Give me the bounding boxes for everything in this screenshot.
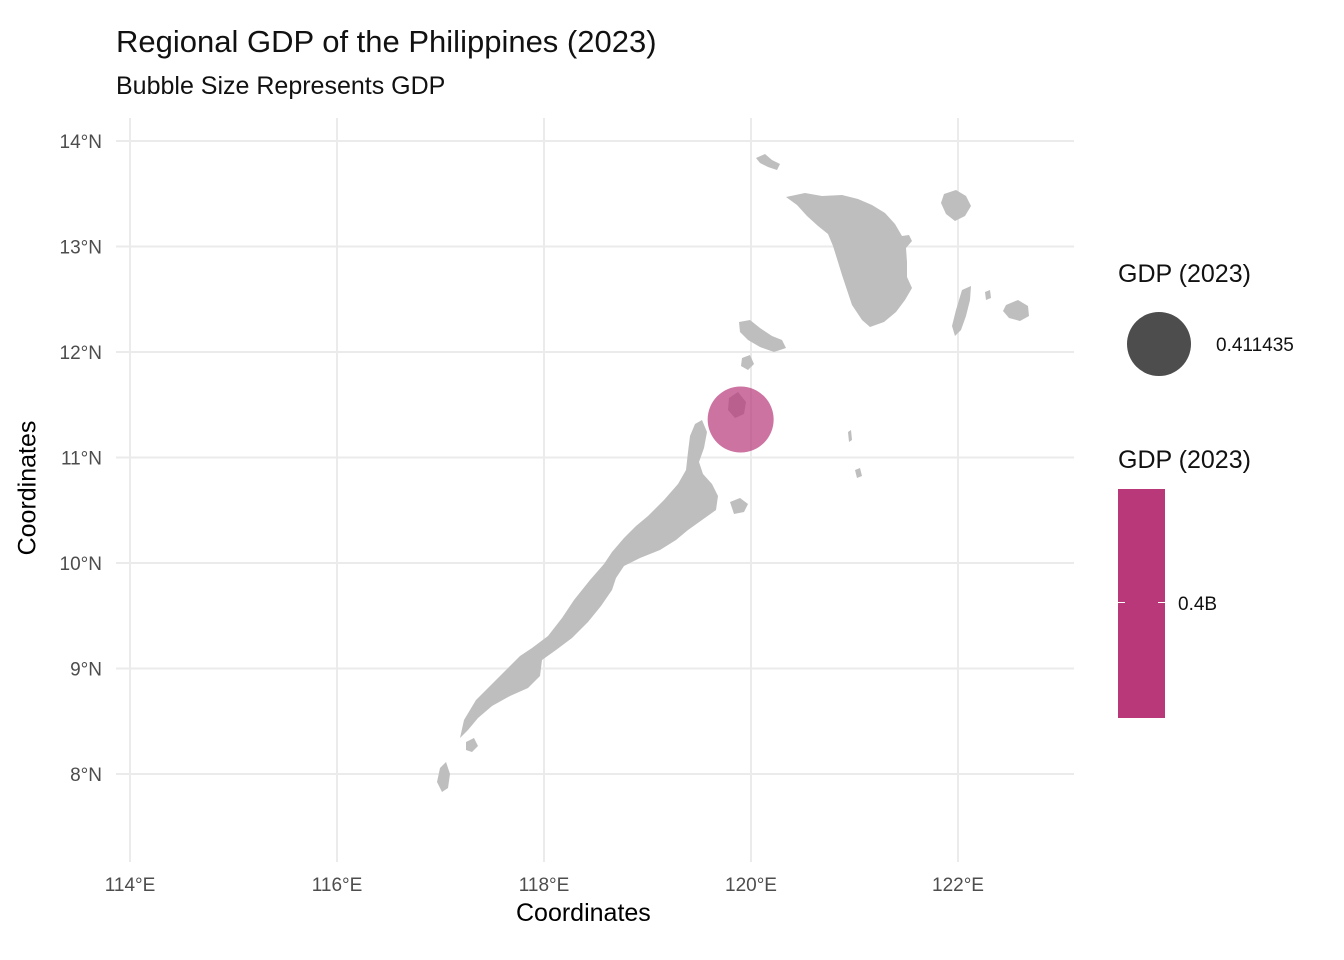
y-tick-label: 10°N: [60, 554, 102, 575]
chart-title: Regional GDP of the Philippines (2023): [116, 24, 657, 59]
y-tick-label: 13°N: [60, 238, 102, 259]
x-tick-label: 118°E: [519, 875, 570, 896]
color-legend-tick-left: [1118, 602, 1125, 603]
x-tick-label: 120°E: [725, 875, 777, 896]
island-tablas: [952, 286, 971, 336]
island-dumaran: [730, 498, 748, 514]
axis-labels: 114°E 116°E 118°E 120°E 122°E 8°N 9°N 10°N 11°N 1…: [60, 132, 984, 896]
island-calamian-south: [741, 355, 754, 370]
size-legend-key: [1127, 312, 1191, 376]
island-bugsuk: [466, 738, 478, 752]
island-palawan: [460, 420, 718, 738]
size-legend-title: GDP (2023): [1118, 260, 1251, 288]
island-small-north: [756, 154, 780, 170]
color-legend-label: 0.4B: [1178, 594, 1218, 615]
gdp-bubbles: [707, 386, 774, 453]
color-legend-tick-right: [1158, 602, 1165, 603]
x-tick-label: 122°E: [932, 875, 984, 896]
island-mindoro: [786, 193, 912, 327]
y-axis-label: Coordinates: [13, 420, 42, 556]
y-tick-label: 9°N: [70, 660, 102, 681]
x-axis-label: Coordinates: [516, 899, 651, 927]
land-polygons: [437, 154, 1029, 792]
y-tick-label: 11°N: [61, 449, 102, 470]
x-tick-label: 116°E: [312, 875, 363, 896]
island-small-romblon: [985, 290, 991, 300]
x-tick-label: 114°E: [105, 875, 156, 896]
island-small-cuyo: [855, 468, 862, 478]
island-busuanga: [739, 320, 786, 352]
y-tick-label: 12°N: [60, 343, 102, 364]
chart-subtitle: Bubble Size Represents GDP: [116, 72, 446, 100]
size-legend-circle: [1127, 312, 1191, 376]
gdp-bubble: [707, 386, 774, 453]
y-tick-label: 8°N: [70, 765, 102, 786]
island-balabac: [437, 762, 450, 792]
island-small-east: [848, 430, 852, 442]
y-tick-label: 14°N: [60, 132, 102, 153]
island-palawan-north-tip: [688, 452, 696, 466]
size-legend-label: 0.411435: [1216, 335, 1294, 356]
island-marinduque: [941, 190, 971, 221]
color-legend-bar: [1118, 489, 1165, 718]
island-sibuyan: [1003, 300, 1029, 321]
grid-lines: [116, 118, 1074, 862]
color-legend-title: GDP (2023): [1118, 446, 1251, 474]
